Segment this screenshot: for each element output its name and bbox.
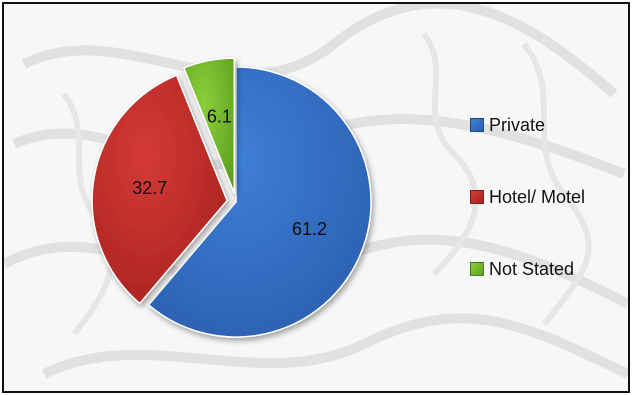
legend-swatch-hotel-motel [470,190,484,204]
pie-slice-private [147,66,372,338]
legend-swatch-not-stated [470,262,484,276]
legend-item-not-stated: Not Stated [470,256,620,282]
legend: Private Hotel/ Motel Not Stated [470,112,620,282]
pie-chart: 61.2 32.7 6.1 [91,57,372,338]
legend-swatch-private [470,118,484,132]
legend-label-hotel-motel: Hotel/ Motel [489,186,586,207]
legend-item-private: Private [470,112,620,138]
slice-value-label-not-stated: 6.1 [207,106,232,126]
legend-label-private: Private [489,114,546,135]
slice-value-label-hotel-motel: 32.7 [132,178,167,198]
slice-value-label-private: 61.2 [292,219,327,239]
pie-slice-not-stated [182,57,236,194]
legend-label-not-stated: Not Stated [489,258,575,279]
legend-item-hotel-motel: Hotel/ Motel [470,184,620,210]
pie-slice-hotel-motel [91,74,228,305]
